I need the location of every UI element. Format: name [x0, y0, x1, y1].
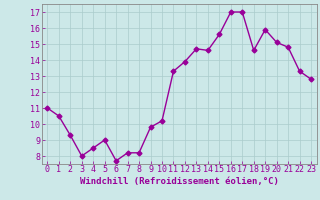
X-axis label: Windchill (Refroidissement éolien,°C): Windchill (Refroidissement éolien,°C) [80, 177, 279, 186]
